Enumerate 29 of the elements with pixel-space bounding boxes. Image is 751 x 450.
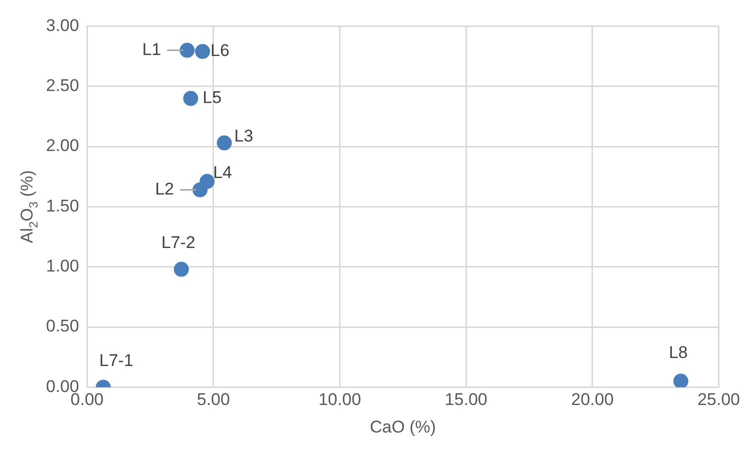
point (183, 90, 198, 106)
y-tick-label: 3.00 (46, 16, 80, 35)
annotation: L4 (213, 163, 232, 182)
x-tick-label: 20.00 (571, 390, 614, 410)
x-tick-label: 25.00 (697, 390, 740, 410)
x-tick-label: 10.00 (318, 390, 362, 410)
annotation: L8 (668, 342, 688, 362)
point (180, 42, 195, 58)
x-tick-label: 5.00 (196, 390, 230, 410)
y-tick-label: 0.50 (46, 316, 80, 336)
y-tick-label: 2.00 (46, 136, 80, 156)
y-tick-label: 1.50 (46, 196, 80, 216)
x-tick-label: 15.00 (444, 390, 488, 410)
point (200, 174, 215, 189)
y-axis-title: Al2O3 (%) (18, 170, 40, 244)
annotation: L6 (210, 41, 230, 60)
point (673, 374, 688, 388)
x-axis-title: CaO (%) (370, 417, 436, 436)
annotation: L2 (155, 180, 174, 199)
y-tick-label: 2.50 (46, 76, 80, 96)
annotation: L1 (142, 40, 162, 59)
annotation: L7-2 (161, 232, 196, 252)
annotation: L3 (234, 126, 254, 146)
point (195, 44, 210, 59)
annotation: L5 (202, 88, 222, 108)
y-tick-label: 1.00 (46, 256, 80, 276)
annotation: L7-1 (99, 350, 134, 370)
point (216, 135, 232, 150)
point (174, 262, 189, 277)
